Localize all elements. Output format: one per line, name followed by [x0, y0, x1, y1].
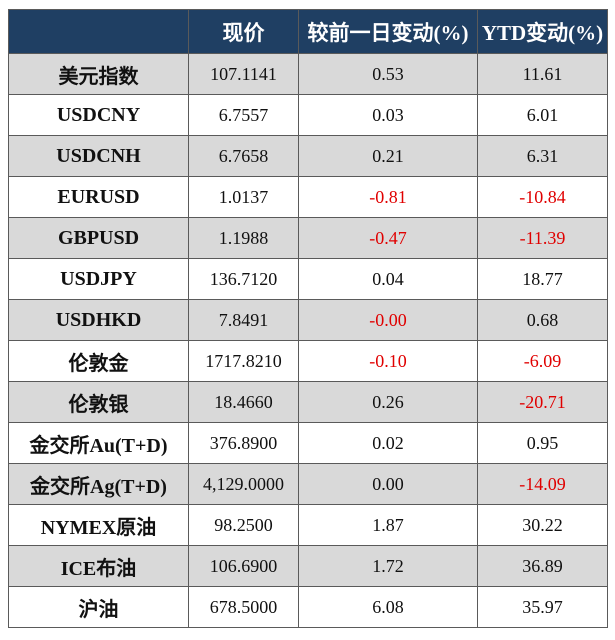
daily-change-cell: 1.87 — [298, 504, 478, 546]
ytd-change-cell: -11.39 — [477, 217, 608, 259]
instrument-name-cell: 金交所Ag(T+D) — [8, 463, 189, 505]
instrument-name-cell: 金交所Au(T+D) — [8, 422, 189, 464]
price-cell: 678.5000 — [188, 586, 299, 628]
price-cell: 1.0137 — [188, 176, 299, 218]
price-cell: 18.4660 — [188, 381, 299, 423]
instrument-name-cell: 伦敦银 — [8, 381, 189, 423]
header-price: 现价 — [188, 9, 299, 54]
daily-change-cell: 0.21 — [298, 135, 478, 177]
table-row: 金交所Au(T+D) 376.8900 0.02 0.95 — [8, 422, 608, 464]
instrument-name-cell: USDHKD — [8, 299, 189, 341]
ytd-change-cell: 30.22 — [477, 504, 608, 546]
instrument-name-cell: USDCNY — [8, 94, 189, 136]
table-row: NYMEX原油 98.2500 1.87 30.22 — [8, 504, 608, 546]
daily-change-cell: -0.81 — [298, 176, 478, 218]
price-cell: 376.8900 — [188, 422, 299, 464]
ytd-change-cell: 18.77 — [477, 258, 608, 300]
daily-change-cell: -0.00 — [298, 299, 478, 341]
table-row: EURUSD 1.0137 -0.81 -10.84 — [8, 176, 608, 218]
daily-change-cell: -0.47 — [298, 217, 478, 259]
ytd-change-cell: -10.84 — [477, 176, 608, 218]
ytd-change-cell: 36.89 — [477, 545, 608, 587]
header-instrument — [8, 9, 189, 54]
instrument-name-cell: NYMEX原油 — [8, 504, 189, 546]
instrument-name-cell: ICE布油 — [8, 545, 189, 587]
price-cell: 98.2500 — [188, 504, 299, 546]
daily-change-cell: 0.53 — [298, 53, 478, 95]
ytd-change-cell: 0.95 — [477, 422, 608, 464]
ytd-change-cell: 6.01 — [477, 94, 608, 136]
price-cell: 136.7120 — [188, 258, 299, 300]
table-row: 美元指数 107.1141 0.53 11.61 — [8, 53, 608, 95]
ytd-change-cell: 11.61 — [477, 53, 608, 95]
table-row: ICE布油 106.6900 1.72 36.89 — [8, 545, 608, 587]
price-cell: 1.1988 — [188, 217, 299, 259]
ytd-change-cell: 6.31 — [477, 135, 608, 177]
daily-change-cell: 0.00 — [298, 463, 478, 505]
table-row: GBPUSD 1.1988 -0.47 -11.39 — [8, 217, 608, 259]
instrument-name-cell: GBPUSD — [8, 217, 189, 259]
daily-change-cell: 6.08 — [298, 586, 478, 628]
price-cell: 7.8491 — [188, 299, 299, 341]
table-row: USDHKD 7.8491 -0.00 0.68 — [8, 299, 608, 341]
daily-change-cell: -0.10 — [298, 340, 478, 382]
daily-change-cell: 0.26 — [298, 381, 478, 423]
market-quotes-table: 现价 较前一日变动(%) YTD变动(%) 美元指数 107.1141 0.53 11… — [8, 9, 608, 628]
header-ytd-change: YTD变动(%) — [477, 9, 608, 54]
price-cell: 6.7557 — [188, 94, 299, 136]
price-cell: 106.6900 — [188, 545, 299, 587]
ytd-change-cell: -6.09 — [477, 340, 608, 382]
daily-change-cell: 1.72 — [298, 545, 478, 587]
price-cell: 4,129.0000 — [188, 463, 299, 505]
daily-change-cell: 0.04 — [298, 258, 478, 300]
table-row: USDJPY 136.7120 0.04 18.77 — [8, 258, 608, 300]
market-table-wrapper: 现价 较前一日变动(%) YTD变动(%) 美元指数 107.1141 0.53 11… — [8, 9, 608, 628]
ytd-change-cell: -20.71 — [477, 381, 608, 423]
daily-change-cell: 0.03 — [298, 94, 478, 136]
table-row: 伦敦银 18.4660 0.26 -20.71 — [8, 381, 608, 423]
header-row: 现价 较前一日变动(%) YTD变动(%) — [8, 9, 608, 54]
price-cell: 1717.8210 — [188, 340, 299, 382]
ytd-change-cell: -14.09 — [477, 463, 608, 505]
instrument-name-cell: 沪油 — [8, 586, 189, 628]
table-row: 金交所Ag(T+D) 4,129.0000 0.00 -14.09 — [8, 463, 608, 505]
ytd-change-cell: 0.68 — [477, 299, 608, 341]
instrument-name-cell: USDCNH — [8, 135, 189, 177]
price-cell: 6.7658 — [188, 135, 299, 177]
instrument-name-cell: EURUSD — [8, 176, 189, 218]
daily-change-cell: 0.02 — [298, 422, 478, 464]
table-row: 沪油 678.5000 6.08 35.97 — [8, 586, 608, 628]
table-row: USDCNH 6.7658 0.21 6.31 — [8, 135, 608, 177]
price-cell: 107.1141 — [188, 53, 299, 95]
table-row: 伦敦金 1717.8210 -0.10 -6.09 — [8, 340, 608, 382]
ytd-change-cell: 35.97 — [477, 586, 608, 628]
table-row: USDCNY 6.7557 0.03 6.01 — [8, 94, 608, 136]
instrument-name-cell: 伦敦金 — [8, 340, 189, 382]
instrument-name-cell: USDJPY — [8, 258, 189, 300]
header-daily-change: 较前一日变动(%) — [298, 9, 478, 54]
instrument-name-cell: 美元指数 — [8, 53, 189, 95]
